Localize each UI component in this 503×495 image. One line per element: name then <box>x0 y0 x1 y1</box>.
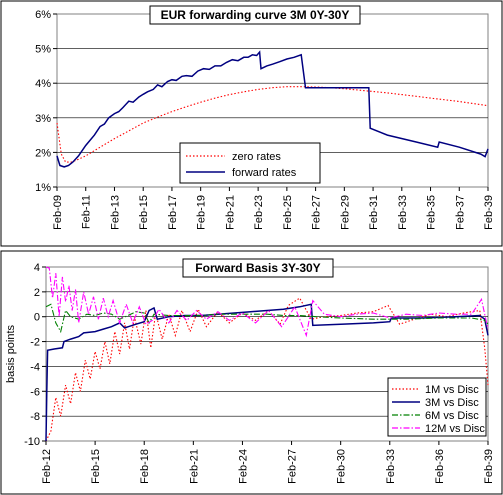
y-tick-label: -6 <box>30 386 40 398</box>
x-tick-label: Feb-17 <box>167 195 179 230</box>
legend-1: zero rates forward rates <box>179 142 321 184</box>
legend-2: 1M vs Disc 3M vs Disc 6M vs Disc 12M vs … <box>387 377 487 437</box>
x-tick-label: Feb-25 <box>282 195 294 230</box>
chart-forwarding-curve: 1%2%3%4%5%6% Feb-09 Feb-11 Feb-13 Feb-15 Feb… <box>0 0 503 247</box>
y-tick-label: 5% <box>35 44 51 56</box>
x-tick-label: Feb-12 <box>41 449 53 484</box>
y-tick-label: -4 <box>30 361 40 373</box>
x-tick-label: Feb-21 <box>224 195 236 230</box>
series-line <box>45 266 489 338</box>
legend-2-label-1m: 1M vs Disc <box>425 384 479 396</box>
x-tick-label: Feb-18 <box>139 449 151 484</box>
y-axis-2-label: basis points <box>5 324 17 383</box>
x-tick-label: Feb-29 <box>339 195 351 230</box>
title-box-1 <box>149 5 361 25</box>
x-tick-label: Feb-15 <box>138 195 150 230</box>
x-tick-label: Feb-39 <box>483 195 495 230</box>
y-tick-label: -10 <box>24 436 40 448</box>
x-tick-label: Feb-36 <box>434 449 446 484</box>
legend-1-box <box>179 142 321 184</box>
y-tick-label: 2 <box>34 287 40 299</box>
chart-2-title: Forward Basis 3Y-30Y <box>195 261 320 275</box>
x-tick-label: Feb-24 <box>237 449 249 484</box>
x-tick-label: Feb-23 <box>253 195 265 230</box>
y-tick-label: 1% <box>35 182 51 194</box>
y-tick-label: 3% <box>35 113 51 125</box>
y-tick-label: 0 <box>34 312 40 324</box>
series-group-1 <box>56 50 489 168</box>
x-tick-label: Feb-39 <box>483 449 495 484</box>
x-tick-label: Feb-37 <box>454 195 466 230</box>
y-tick-label: -2 <box>30 337 40 349</box>
x-axis-2: Feb-12 Feb-15 Feb-18 Feb-21 Feb-24 Feb-27 Feb-… <box>41 441 495 484</box>
series-group-2 <box>45 266 489 442</box>
x-tick-label: Feb-30 <box>336 449 348 484</box>
x-tick-label: Feb-21 <box>188 449 200 484</box>
y-axis-1: 1% 2% 3% 4% 5% 6% <box>35 9 57 194</box>
chart-1-title: EUR forwarding curve 3M 0Y-30Y <box>161 8 350 22</box>
x-tick-label: Feb-27 <box>311 195 323 230</box>
series-line <box>56 86 489 163</box>
x-tick-label: Feb-31 <box>368 195 380 230</box>
legend-1-label-zero: zero rates <box>232 151 281 163</box>
legend-1-label-forward: forward rates <box>232 167 297 179</box>
y-tick-label: 4% <box>35 78 51 90</box>
series-line <box>45 303 489 442</box>
legend-2-label-6m: 6M vs Disc <box>425 410 479 422</box>
x-tick-label: Feb-27 <box>287 449 299 484</box>
y-axis-2: -10 -8 -6 -4 -2 0 2 4 <box>24 262 46 448</box>
y-tick-label: -8 <box>30 411 40 423</box>
series-line <box>45 297 489 442</box>
title-box-2 <box>182 258 334 278</box>
x-tick-label: Feb-13 <box>109 195 121 230</box>
legend-2-label-3m: 3M vs Disc <box>425 397 479 409</box>
y-tick-label: 4 <box>34 262 40 274</box>
series-line <box>56 50 489 168</box>
y-tick-label: 6% <box>35 9 51 21</box>
x-tick-label: Feb-09 <box>52 195 64 230</box>
x-tick-label: Feb-15 <box>90 449 102 484</box>
x-tick-label: Feb-11 <box>81 195 93 229</box>
legend-2-box <box>387 377 487 437</box>
x-tick-label: Feb-33 <box>385 449 397 484</box>
legend-2-label-12m: 12M vs Disc <box>425 423 485 435</box>
y-tick-label: 2% <box>35 147 51 159</box>
x-tick-label: Feb-33 <box>397 195 409 230</box>
x-tick-label: Feb-19 <box>196 195 208 230</box>
x-axis-1: Feb-09 Feb-11 Feb-13 Feb-15 Feb-17 Feb-19 Feb-… <box>52 187 495 230</box>
x-tick-label: Feb-35 <box>426 195 438 230</box>
